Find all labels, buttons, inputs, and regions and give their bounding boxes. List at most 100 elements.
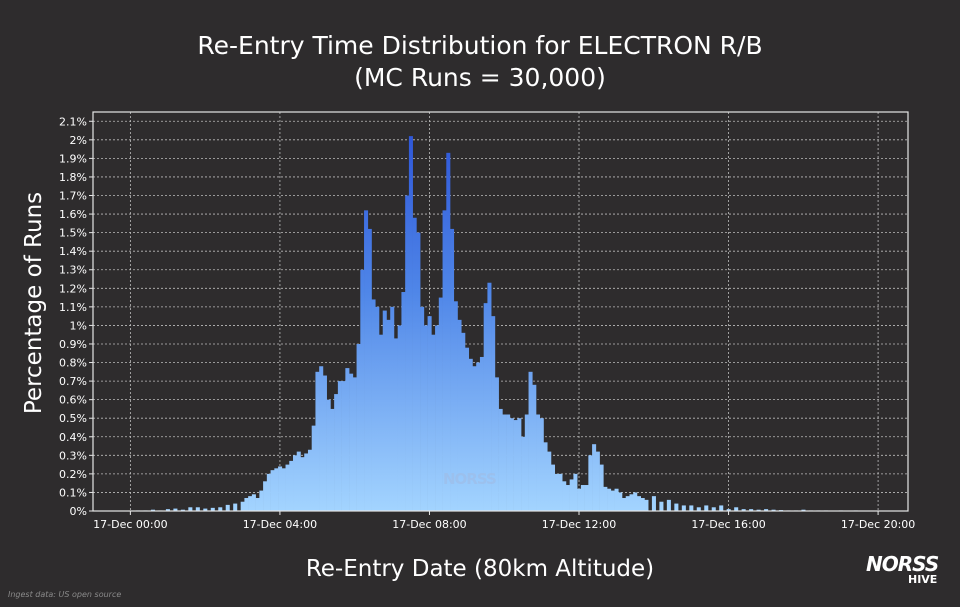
histogram-bar [457,319,462,511]
x-tick-label: 17-Dec 08:00 [392,518,466,531]
histogram-bar [386,319,391,511]
histogram-bar [610,490,615,511]
histogram-bar [674,503,679,511]
histogram-bar [532,384,537,511]
y-tick-label: 0.7% [59,375,87,388]
histogram-bar [536,414,541,511]
histogram-bar [502,414,507,511]
histogram-bar [165,509,170,511]
y-tick-label: 2% [70,134,87,147]
histogram-bar [573,473,578,511]
histogram-bar [636,496,641,511]
histogram-bar [659,501,664,511]
histogram-bar [494,377,499,511]
y-tick-label: 0.5% [59,412,87,425]
histogram-bar [259,490,264,511]
histogram-bar [599,464,604,511]
histogram-bar [307,449,313,511]
histogram-bar [521,436,526,511]
histogram-bar [416,232,421,511]
histogram-bar [352,377,357,511]
x-tick-label: 17-Dec 20:00 [841,518,915,531]
histogram-bar [356,343,361,511]
histogram-bar [188,507,193,511]
histogram-bar [251,494,256,511]
histogram-bar [405,195,410,511]
histogram-bar [550,464,556,511]
histogram-bar [150,509,155,511]
histogram-bar [588,455,593,511]
histogram-bar [622,498,627,511]
histogram-bar [629,494,634,511]
chart-title-line-2: (MC Runs = 30,000) [354,63,606,92]
histogram-bar [296,451,301,511]
histogram-bar [420,306,425,511]
histogram-bar [326,399,331,511]
histogram-bar [367,228,372,512]
norss-hive-logo: NORSS HIVE [866,548,950,603]
histogram-bar [210,507,215,511]
histogram-bar [289,460,294,511]
histogram-bar [401,292,406,511]
histogram-bar [487,282,492,511]
histogram-bar [771,509,776,511]
logo-line-1: NORSS [866,552,939,576]
histogram-bar [263,481,268,511]
histogram-bar [274,468,279,511]
y-tick-label: 1.2% [59,282,87,295]
histogram-bar [322,375,327,511]
histogram-bar [562,481,567,511]
histogram-bar [513,420,518,511]
histogram-bar [435,325,440,511]
histogram-bar [341,381,346,511]
histogram-bar [547,451,552,511]
histogram-bar [442,210,447,512]
histogram-bar [479,356,484,511]
histogram-bar [554,473,559,511]
histogram-bar [408,136,413,511]
histogram-bar [382,310,387,511]
histogram-bar [446,152,451,511]
histogram-bar [203,508,208,511]
histogram-bar [393,338,398,511]
y-tick-label: 1% [70,319,87,332]
histogram-bar [633,492,638,511]
y-tick-label: 2.1% [59,115,87,128]
histogram-bar [450,228,455,512]
histogram-bar [248,496,253,511]
y-tick-label: 0.3% [59,449,87,462]
histogram-bar [498,408,503,511]
histogram-bar [337,381,342,511]
histogram-bar [580,485,585,511]
histogram-bar [304,453,309,511]
y-tick-label: 0% [70,505,87,518]
histogram-bar [281,468,286,511]
histogram-bar [375,306,380,511]
histogram-bar [756,509,761,511]
histogram-bar [476,362,481,511]
histogram-bar [577,488,582,511]
histogram-bar [689,505,694,511]
histogram-bar [453,301,458,511]
histogram-bar [539,418,544,511]
y-tick-label: 1.3% [59,264,87,277]
chart-title-line-1: Re-Entry Time Distribution for ELECTRON … [197,31,763,60]
histogram-bar [195,507,200,511]
histogram-bar [491,316,496,511]
y-tick-label: 1.8% [59,171,87,184]
histogram-bar [233,503,238,511]
histogram-bar [569,479,574,511]
y-tick-label: 1.7% [59,190,87,203]
y-tick-label: 0.2% [59,468,87,481]
histogram-bar [255,498,260,511]
histogram-bar [468,358,473,511]
histogram-bar [704,505,709,511]
histogram-bar [334,394,339,511]
histogram-bar [173,508,178,511]
y-tick-label: 1.6% [59,208,87,221]
histogram-bar [618,492,623,511]
x-tick-label: 17-Dec 16:00 [691,518,765,531]
histogram-bar [801,509,806,511]
histogram-bar [397,325,402,511]
